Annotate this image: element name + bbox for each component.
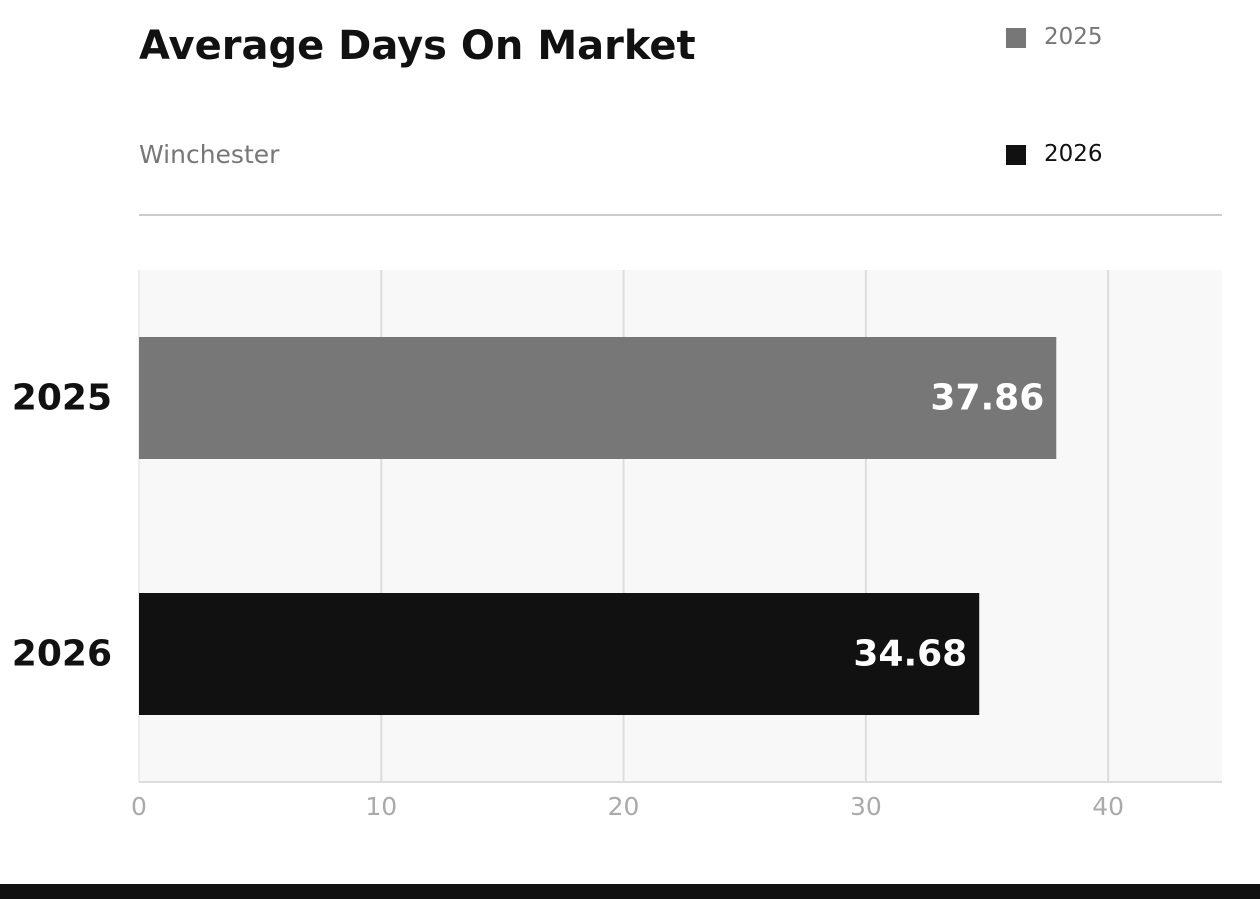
chart-title: Average Days On Market xyxy=(139,23,696,69)
legend-label-2025: 2025 xyxy=(1044,24,1103,50)
x-tick-label-30: 30 xyxy=(850,792,882,821)
bar-2025 xyxy=(139,337,1057,459)
header-divider xyxy=(139,214,1222,216)
chart-subtitle: Winchester xyxy=(139,140,280,169)
legend-label-2026: 2026 xyxy=(1044,141,1103,167)
legend-swatch-2026 xyxy=(1006,144,1026,165)
legend-item-2026: 2026 xyxy=(1006,141,1103,169)
y-category-label-2026: 2026 xyxy=(12,634,112,675)
legend-item-2025: 2025 xyxy=(1006,24,1103,52)
legend-swatch-2025 xyxy=(1006,27,1026,48)
x-tick-label-20: 20 xyxy=(608,792,640,821)
bar-chart: 0 10 20 30 40 37.86 2025 34.68 2026 xyxy=(12,270,1222,821)
bar-2026 xyxy=(139,593,980,715)
bar-value-label-2026: 34.68 xyxy=(853,634,967,675)
x-tick-label-40: 40 xyxy=(1092,792,1124,821)
footer-bar xyxy=(0,884,1260,899)
bar-value-label-2025: 37.86 xyxy=(930,378,1044,419)
x-tick-label-0: 0 xyxy=(131,792,147,821)
x-tick-label-10: 10 xyxy=(365,792,397,821)
y-category-label-2025: 2025 xyxy=(12,378,112,419)
